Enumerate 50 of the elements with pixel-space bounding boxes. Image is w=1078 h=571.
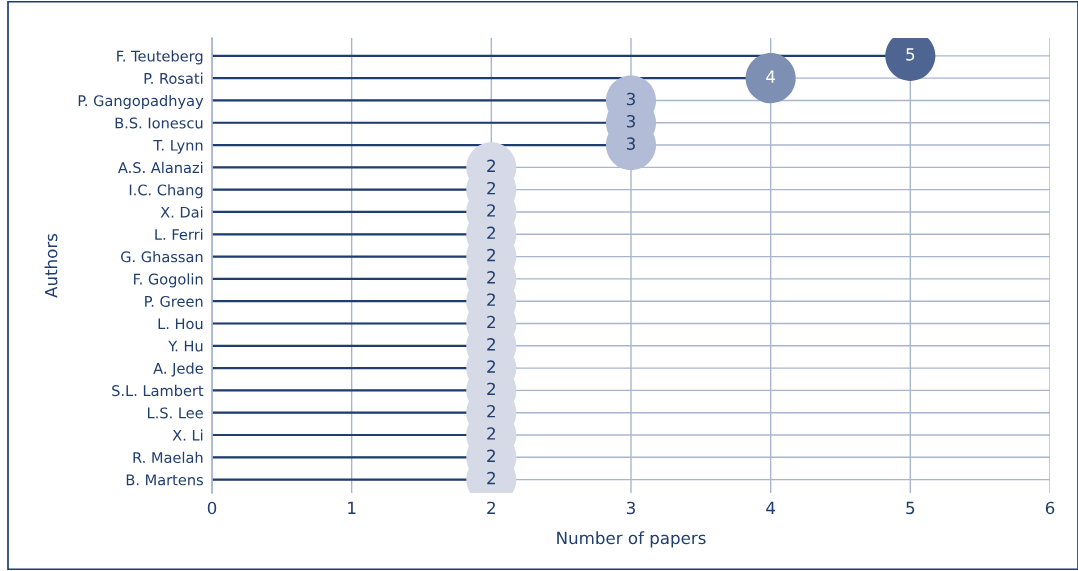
x-tick-label: 1	[348, 501, 356, 514]
y-axis-title: Authors	[44, 233, 58, 298]
data-label: 2	[487, 338, 495, 351]
y-tick-label: P. Gangopadhyay	[78, 94, 204, 110]
data-label: 3	[626, 114, 635, 128]
y-tick-label: L. Hou	[158, 318, 203, 330]
y-tick-label: P. Rosati	[144, 72, 203, 84]
data-label: 2	[487, 271, 495, 284]
data-label: 2	[487, 204, 495, 217]
y-tick-label: S.L. Lambert	[112, 384, 204, 397]
point	[745, 53, 796, 104]
y-tick-label: F. Gogolin	[134, 273, 203, 288]
y-tick-label: A. Jede	[153, 362, 203, 377]
data-label: 2	[487, 382, 495, 395]
y-tick-label: L.S. Lee	[147, 407, 203, 419]
x-tick-label: 2	[487, 501, 495, 514]
y-tick-label: B.S. Ionescu	[115, 117, 203, 129]
data-label: 2	[487, 248, 495, 262]
x-tick-label: 5	[906, 501, 915, 515]
y-tick-label: G. Ghassan	[121, 251, 203, 263]
y-tick-label: X. Dai	[160, 206, 203, 218]
y-tick-label: I.C. Chang	[129, 184, 203, 199]
x-axis-title: Number of papers	[557, 531, 706, 548]
y-tick-label: P. Green	[145, 295, 203, 307]
y-tick-label: Y. Hu	[168, 340, 203, 352]
data-label: 5	[906, 48, 915, 61]
data-label: 2	[487, 404, 495, 418]
x-tick-label: 4	[766, 501, 776, 514]
x-tick-label: 6	[1045, 501, 1055, 515]
data-label: 2	[487, 181, 495, 195]
x-tick-label: 0	[207, 501, 217, 515]
data-label: 2	[487, 427, 495, 440]
data-label: 2	[487, 449, 495, 462]
data-label: 2	[487, 159, 495, 172]
y-tick-label: R. Maelah	[133, 451, 203, 464]
y-tick-label: T. Lynn	[153, 139, 203, 154]
y-tick-label: L. Ferri	[155, 228, 203, 241]
y-tick-label: B. Martens	[126, 474, 203, 486]
data-label: 3	[626, 137, 635, 150]
y-tick-label: X. Li	[172, 429, 203, 441]
data-label: 4	[766, 70, 776, 83]
data-label: 2	[487, 471, 495, 485]
y-tick-label: F. Teuteberg	[117, 50, 203, 65]
x-tick-label: 3	[626, 501, 635, 515]
data-label: 2	[487, 293, 495, 306]
data-label: 2	[487, 360, 495, 373]
data-label: 2	[487, 315, 495, 329]
data-label: 2	[487, 226, 495, 239]
y-tick-label: A.S. Alanazi	[118, 161, 203, 174]
data-label: 3	[626, 92, 635, 106]
